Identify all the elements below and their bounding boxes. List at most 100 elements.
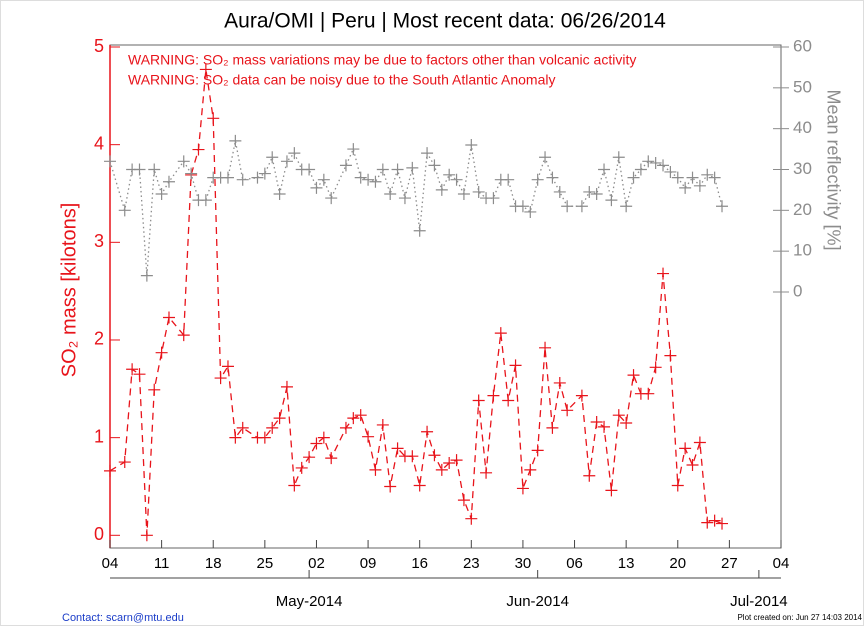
marker: [376, 418, 389, 431]
marker: [657, 267, 670, 280]
marker: [679, 181, 692, 194]
marker: [229, 431, 242, 444]
marker: [221, 171, 234, 184]
marker: [406, 450, 419, 463]
marker: [310, 181, 323, 194]
marker: [199, 63, 212, 76]
plot-created: Plot created on: Jun 27 14:03 2014: [737, 613, 862, 622]
marker: [524, 205, 537, 218]
marker: [280, 155, 293, 168]
marker: [553, 376, 566, 389]
marker: [310, 437, 323, 450]
marker: [303, 163, 316, 176]
marker: [339, 421, 352, 434]
marker: [708, 514, 721, 527]
marker: [457, 494, 470, 507]
y2-tick-label: 40: [793, 118, 812, 137]
marker: [509, 359, 522, 372]
marker: [642, 155, 655, 168]
x-tick-label: 30: [515, 555, 532, 572]
marker: [620, 416, 633, 429]
marker: [634, 163, 647, 176]
marker: [155, 187, 168, 200]
marker: [339, 159, 352, 172]
marker: [376, 163, 389, 176]
marker: [347, 412, 360, 425]
marker: [104, 464, 116, 477]
x-tick-label: 09: [360, 555, 377, 572]
marker: [590, 416, 603, 429]
marker: [362, 173, 375, 186]
marker: [406, 161, 419, 174]
x-tick-label: 13: [618, 555, 635, 572]
marker: [480, 466, 493, 479]
marker: [251, 171, 264, 184]
marker: [258, 167, 271, 180]
marker: [236, 173, 249, 186]
marker: [391, 442, 404, 455]
marker: [413, 479, 426, 492]
marker: [465, 138, 478, 151]
marker: [575, 200, 588, 213]
chart-title: Aura/OMI | Peru | Most recent data: 06/2…: [224, 10, 666, 33]
marker: [627, 369, 640, 382]
y2-tick-label: 50: [793, 77, 812, 96]
marker: [716, 200, 729, 213]
marker: [598, 163, 611, 176]
y-tick-label: 5: [94, 36, 104, 56]
marker: [664, 349, 677, 362]
marker: [546, 421, 559, 434]
marker: [140, 269, 153, 282]
marker: [546, 171, 559, 184]
marker: [605, 194, 618, 207]
marker: [185, 167, 198, 180]
marker: [502, 394, 515, 407]
x-tick-label: 02: [308, 555, 325, 572]
marker: [575, 389, 588, 402]
marker: [457, 187, 470, 200]
marker: [649, 361, 662, 374]
marker: [104, 155, 116, 168]
marker: [177, 329, 190, 342]
x-tick-label: 16: [411, 555, 428, 572]
marker: [155, 346, 168, 359]
y2-tick-label: 60: [793, 36, 812, 55]
marker: [502, 173, 515, 186]
y2-tick-label: 20: [793, 200, 812, 219]
marker: [162, 175, 175, 188]
marker: [693, 436, 706, 449]
marker: [531, 444, 544, 457]
marker: [612, 409, 625, 422]
y2-tick-label: 0: [793, 281, 802, 300]
marker: [716, 517, 729, 530]
marker: [126, 363, 139, 376]
x-tick-label: 04: [773, 555, 790, 572]
marker: [657, 159, 670, 172]
marker: [671, 171, 684, 184]
month-label: Jul-2014: [730, 593, 788, 610]
marker: [701, 516, 714, 529]
marker: [627, 171, 640, 184]
marker: [590, 187, 603, 200]
marker: [369, 463, 382, 476]
marker: [236, 421, 249, 434]
marker: [428, 159, 441, 172]
marker: [325, 452, 338, 465]
marker: [421, 425, 434, 438]
marker: [649, 156, 662, 169]
y2-tick-label: 30: [793, 159, 812, 178]
marker: [347, 143, 360, 156]
marker: [214, 372, 227, 385]
marker: [133, 163, 146, 176]
marker: [118, 204, 131, 217]
marker: [229, 134, 242, 147]
marker: [354, 171, 367, 184]
y-tick-label: 0: [94, 524, 104, 544]
marker: [258, 431, 271, 444]
marker: [472, 185, 485, 198]
marker: [487, 389, 500, 402]
x-tick-label: 04: [102, 555, 119, 572]
y-tick-label: 3: [94, 231, 104, 251]
marker: [693, 179, 706, 192]
marker: [642, 387, 655, 400]
